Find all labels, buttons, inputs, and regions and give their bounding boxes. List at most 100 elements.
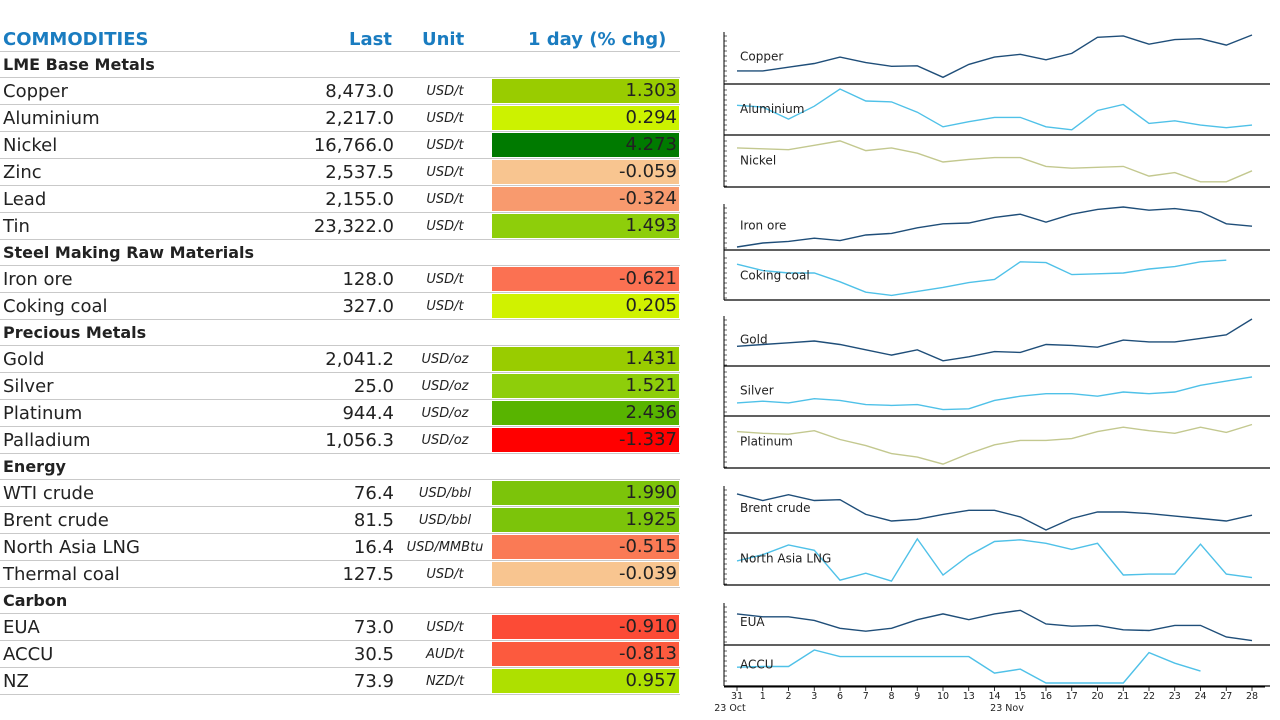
commodity-name: NZ [3,671,29,692]
commodity-name: Brent crude [3,510,109,531]
price-unit: USD/t [426,165,464,180]
table-row: EUA 73.0 USD/t -0.910 [0,614,680,641]
daily-change-cell: -0.515 [492,535,679,559]
x-tick-label: 28 [1246,691,1258,702]
table-row: Brent crude 81.5 USD/bbl 1.925 [0,507,680,534]
column-header-change: 1 day (% chg) [528,29,667,50]
table-row: Zinc 2,537.5 USD/t -0.059 [0,159,680,186]
series-line [736,140,1253,183]
last-price: 1,056.3 [325,430,394,451]
series-line [736,318,1253,362]
column-header-last: Last [349,29,392,50]
table-row: Copper 8,473.0 USD/t 1.303 [0,78,680,105]
series-label: Copper [740,50,783,64]
price-unit: USD/t [426,272,464,287]
table-row: Gold 2,041.2 USD/oz 1.431 [0,346,680,373]
last-price: 2,155.0 [325,189,394,210]
commodity-name: Nickel [3,135,58,156]
section-header: Carbon [0,588,680,614]
x-tick-label: 9 [914,691,920,702]
last-price: 73.0 [353,617,394,638]
table-row: Lead 2,155.0 USD/t -0.324 [0,186,680,213]
table-row: Silver 25.0 USD/oz 1.521 [0,373,680,400]
series-label: EUA [740,615,765,629]
commodity-name: Palladium [3,430,91,451]
series-label: Brent crude [740,501,811,515]
price-unit: USD/oz [421,379,469,394]
series-line [736,376,1253,411]
series-line [736,88,1253,131]
last-price: 30.5 [353,644,394,665]
price-unit: USD/bbl [418,513,472,528]
x-tick-label: 17 [1066,691,1078,702]
last-price: 127.5 [342,564,394,585]
last-price: 73.9 [353,671,394,692]
x-tick-label: 3 [811,691,817,702]
x-tick-label: 14 [988,691,1000,702]
table-row: ACCU 30.5 AUD/t -0.813 [0,641,680,668]
daily-change-cell: 1.303 [492,79,679,103]
commodity-name: Silver [3,376,54,397]
commodity-name: Aluminium [3,108,100,129]
table-row: North Asia LNG 16.4 USD/MMBtu -0.515 [0,534,680,561]
x-tick-label: 27 [1220,691,1232,702]
series-label: Aluminium [740,102,804,116]
sparkline-charts: Copper Aluminium Nickel Iron ore Coking coal… [714,32,1270,714]
table-row: Tin 23,322.0 USD/t 1.493 [0,213,680,240]
last-price: 8,473.0 [325,81,394,102]
table-row: Coking coal 327.0 USD/t 0.205 [0,293,680,320]
commodity-name: WTI crude [3,483,95,504]
table-row: Palladium 1,056.3 USD/oz -1.337 [0,427,680,454]
daily-change-cell: 1.521 [492,374,679,398]
x-tick-label: 13 [963,691,975,702]
x-tick-label: 15 [1014,691,1026,702]
price-unit: AUD/t [426,647,464,662]
last-price: 23,322.0 [313,216,394,237]
series-label: Platinum [740,435,793,449]
commodity-name: North Asia LNG [3,537,140,558]
daily-change-cell: -0.910 [492,615,679,639]
commodity-name: Platinum [3,403,83,424]
series-label: Silver [740,383,774,397]
price-unit: USD/bbl [418,486,472,501]
price-unit: USD/t [426,620,464,635]
column-header-unit: Unit [422,29,465,50]
commodity-name: Copper [3,81,68,102]
table-row: Platinum 944.4 USD/oz 2.436 [0,400,680,427]
daily-change-cell: -0.621 [492,267,679,291]
x-group-label: 23 Nov [990,703,1024,714]
section-header: Steel Making Raw Materials [0,240,680,266]
series-line [737,34,1253,79]
section-header: Energy [0,454,680,480]
table-header: COMMODITIES Last Unit 1 day (% chg) [0,29,680,52]
x-tick-label: 10 [937,691,949,702]
daily-change-cell: 0.957 [492,669,679,693]
series-line [736,609,1253,642]
x-tick-label: 20 [1091,691,1103,702]
x-tick-label: 16 [1040,691,1052,702]
section-title: Precious Metals [3,323,147,342]
section-title: Steel Making Raw Materials [3,243,255,262]
daily-change-cell: 0.294 [492,106,679,130]
section-title: Carbon [3,591,68,610]
series-label: North Asia LNG [740,552,831,566]
commodities-table: COMMODITIES Last Unit 1 day (% chg) LME … [0,29,680,695]
section-title: Energy [3,457,66,476]
last-price: 25.0 [353,376,394,397]
table-row: Thermal coal 127.5 USD/t -0.039 [0,561,680,588]
price-unit: USD/oz [421,406,469,421]
x-tick-label: 7 [863,691,869,702]
last-price: 16.4 [353,537,394,558]
x-group-label: 23 Oct [714,703,746,714]
series-label: Gold [740,333,768,347]
daily-change-cell: 2.436 [492,401,679,425]
daily-change-cell: -0.039 [492,562,679,586]
last-price: 76.4 [353,483,394,504]
last-price: 2,041.2 [325,349,394,370]
commodity-name: Tin [3,216,30,237]
x-tick-label: 1 [760,691,766,702]
commodity-name: Iron ore [3,269,73,290]
price-unit: USD/t [426,138,464,153]
table-title: COMMODITIES [3,29,149,50]
section-title: LME Base Metals [3,55,155,74]
